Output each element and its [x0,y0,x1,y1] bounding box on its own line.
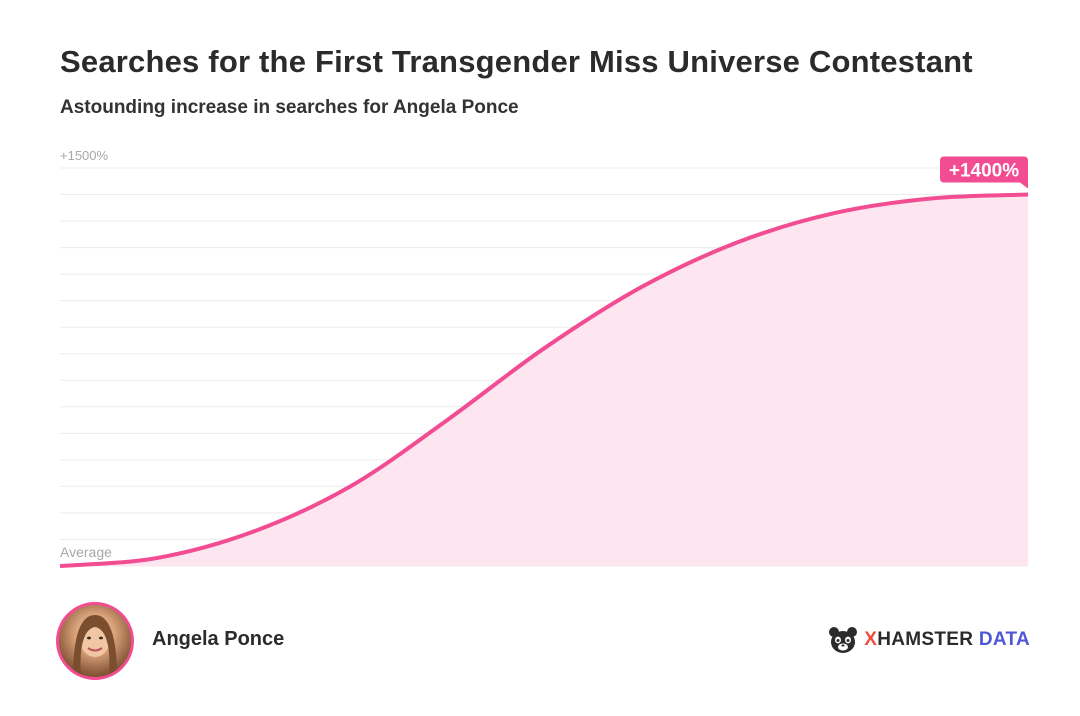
hamster-logo-icon [829,627,858,653]
chart-subtitle: Astounding increase in searches for Ange… [60,97,519,118]
brand-hamster: HAMSTER [877,629,974,650]
person-portrait-icon [56,602,134,680]
y-axis-top-label: +1500% [60,148,109,163]
person-name: Angela Ponce [152,628,285,650]
end-value-badge-bg [940,156,1028,189]
brand-data: DATA [978,629,1030,650]
brand-x: X [864,629,878,650]
chart-title: Searches for the First Transgender Miss … [60,44,973,79]
y-axis-bottom-label: Average [60,544,112,560]
brand-logo: XHAMSTER DATA [828,626,1030,654]
series-area-fill [60,194,1028,567]
end-value-badge: +1400% [940,156,1028,189]
end-value-label: +1400% [949,161,1019,182]
series-line [59,192,1029,568]
area-chart: +1500% Average +1400% [59,148,1029,568]
